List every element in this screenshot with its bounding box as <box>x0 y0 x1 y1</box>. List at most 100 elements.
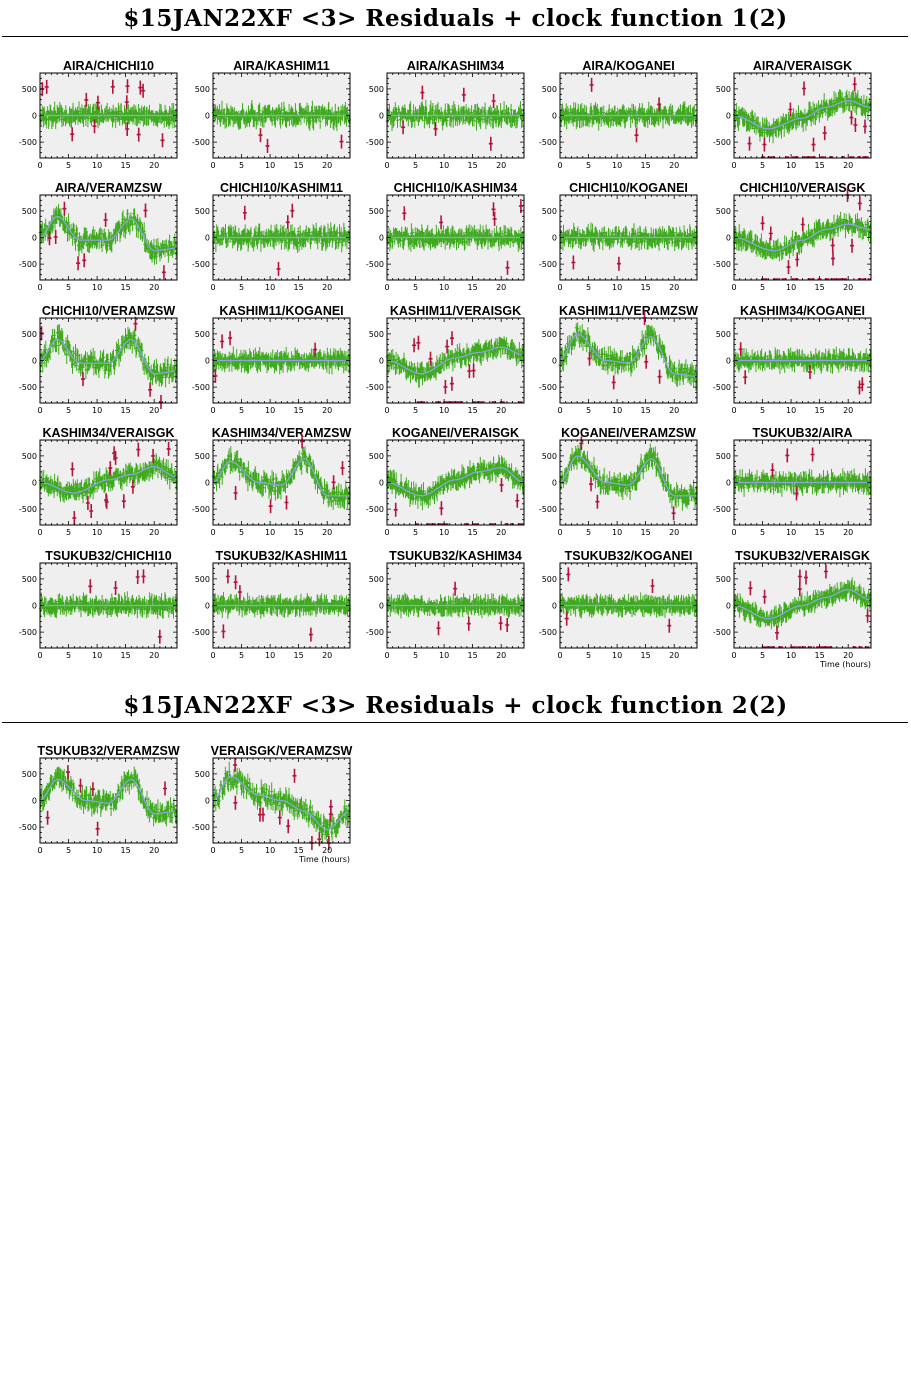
flagged-point-markers <box>40 79 165 148</box>
flagged-points <box>221 569 313 642</box>
x-tick-label: 20 <box>843 406 853 415</box>
x-tick-label: 0 <box>37 846 42 855</box>
clock-function-line <box>39 778 178 815</box>
x-tick-label: 0 <box>210 846 215 855</box>
panel-title: KASHIM34/VERAMZSW <box>212 426 352 440</box>
flagged-point-markers <box>770 447 815 501</box>
y-tick-label: 500 <box>369 207 384 216</box>
title-rule-2 <box>2 722 908 723</box>
flagged-point-markers <box>589 77 662 143</box>
panel-title: CHICHI10/KOGANEI <box>569 181 688 195</box>
axis-ticks <box>386 439 525 526</box>
x-tick-label: 0 <box>384 528 389 537</box>
y-tick-label: 500 <box>22 770 37 779</box>
panel-title: TSUKUB32/VERAMZSW <box>37 744 180 758</box>
y-tick-label: -500 <box>192 823 210 832</box>
axis-ticks <box>39 562 178 649</box>
x-tick-label: 20 <box>843 283 853 292</box>
flagged-points <box>258 128 344 153</box>
x-tick-label: 20 <box>496 528 506 537</box>
flagged-point-markers <box>45 765 167 836</box>
axis-ticks <box>386 562 525 649</box>
x-tick-label: 20 <box>843 651 853 660</box>
y-tick-label: 500 <box>22 452 37 461</box>
y-tick-label: 0 <box>726 234 731 243</box>
y-tick-label: 500 <box>716 207 731 216</box>
x-tick-label: 5 <box>239 406 244 415</box>
x-tick-label: 15 <box>641 528 651 537</box>
y-tick-label: -500 <box>539 383 557 392</box>
panel-aira-kashim34: AIRA/KASHIM34 0 5 10 15 20 500 0 -500 <box>366 59 525 170</box>
x-tick-label: 10 <box>265 651 275 660</box>
x-tick-label: 15 <box>641 406 651 415</box>
axis-ticks <box>733 72 872 159</box>
x-tick-label: 20 <box>496 283 506 292</box>
y-tick-label: 0 <box>205 797 210 806</box>
x-tick-label: 5 <box>586 528 591 537</box>
x-tick-label: 20 <box>669 406 679 415</box>
x-tick-label: 20 <box>496 406 506 415</box>
flagged-point-markers <box>242 203 295 276</box>
y-tick-label: -500 <box>19 383 37 392</box>
axis-ticks <box>39 194 178 281</box>
axis-ticks <box>733 194 872 281</box>
x-tick-label: 10 <box>786 528 796 537</box>
x-tick-label: 20 <box>322 651 332 660</box>
panel-chichi10-veraisgk: CHICHI10/VERAISGK 0 5 10 15 20 500 0 -500 <box>713 181 872 292</box>
panel-title: KOGANEI/VERAISGK <box>392 426 519 440</box>
x-tick-label: 0 <box>557 283 562 292</box>
x-tick-label: 5 <box>760 651 765 660</box>
x-tick-label: 10 <box>439 406 449 415</box>
panel-kashim11-veramzsw: KASHIM11/VERAMZSW 0 5 10 15 20 500 0 -500 <box>539 304 698 415</box>
x-tick-label: 0 <box>557 528 562 537</box>
x-tick-label: 0 <box>210 161 215 170</box>
panel-kashim34-veramzsw: KASHIM34/VERAMZSW 0 5 10 15 20 500 0 -500 <box>192 426 352 537</box>
x-tick-label: 20 <box>322 406 332 415</box>
panel-aira-koganei: AIRA/KOGANEI 0 5 10 15 20 500 0 -500 <box>539 59 698 170</box>
x-tick-label: 5 <box>413 161 418 170</box>
x-tick-label: 0 <box>557 161 562 170</box>
x-tick-label: 10 <box>786 283 796 292</box>
flagged-points <box>70 441 171 525</box>
x-tick-label: 10 <box>265 161 275 170</box>
y-tick-label: 500 <box>542 575 557 584</box>
panel-koganei-veramzsw: KOGANEI/VERAMZSW 0 5 10 15 20 500 0 -500 <box>539 426 698 537</box>
y-tick-label: 0 <box>205 112 210 121</box>
y-tick-label: -500 <box>713 628 731 637</box>
x-tick-label: 15 <box>815 406 825 415</box>
x-tick-label: 15 <box>815 161 825 170</box>
panel-aira-veraisgk: AIRA/VERAISGK 0 5 10 15 20 500 0 -500 <box>713 59 872 170</box>
x-tick-label: 20 <box>149 283 159 292</box>
y-tick-label: 0 <box>32 357 37 366</box>
panel-koganei-veraisgk: KOGANEI/VERAISGK 0 5 10 15 20 500 0 -500 <box>366 426 525 537</box>
x-axis-label: Time (hours) <box>819 660 871 669</box>
x-tick-label: 0 <box>384 161 389 170</box>
x-tick-label: 20 <box>496 651 506 660</box>
x-tick-label: 15 <box>815 528 825 537</box>
flagged-point-markers <box>213 331 318 383</box>
x-tick-label: 20 <box>843 528 853 537</box>
x-tick-label: 15 <box>294 161 304 170</box>
y-tick-label: 0 <box>379 357 384 366</box>
flagged-points <box>571 255 621 271</box>
axis-ticks <box>39 439 178 526</box>
clock-function-line <box>39 215 178 252</box>
x-tick-label: 15 <box>468 283 478 292</box>
clock-function-line <box>733 588 872 620</box>
y-tick-label: -500 <box>192 505 210 514</box>
x-tick-label: 20 <box>322 283 332 292</box>
x-tick-label: 5 <box>239 846 244 855</box>
x-axis-label: Time (hours) <box>298 855 350 864</box>
clock-function-line <box>733 99 872 130</box>
x-tick-label: 10 <box>265 283 275 292</box>
x-tick-label: 0 <box>210 283 215 292</box>
y-tick-label: 500 <box>542 85 557 94</box>
panel-chichi10-kashim11: CHICHI10/KASHIM11 0 5 10 15 20 500 0 -500 <box>192 181 351 292</box>
flagged-points <box>738 342 865 395</box>
x-tick-label: 10 <box>439 651 449 660</box>
y-tick-label: 500 <box>22 575 37 584</box>
y-tick-label: -500 <box>366 505 384 514</box>
flagged-point-markers <box>564 567 672 633</box>
flagged-point-markers <box>738 342 865 395</box>
x-tick-label: 5 <box>66 406 71 415</box>
